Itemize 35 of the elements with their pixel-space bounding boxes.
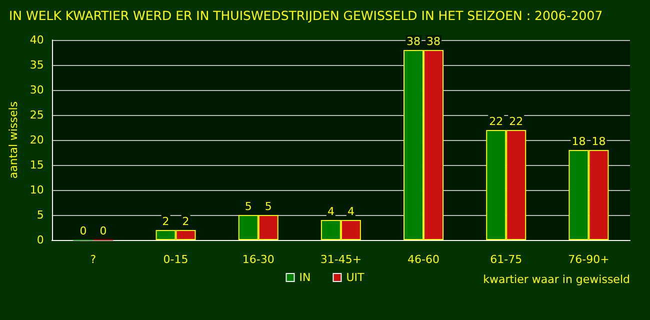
data-label: 22 xyxy=(489,115,504,128)
x-tick-label: 61-75 xyxy=(490,253,522,266)
y-tick-label: 10 xyxy=(30,184,44,196)
data-label: 5 xyxy=(264,200,272,213)
x-tick-label: 0-15 xyxy=(163,253,188,266)
chart-title: IN WELK KWARTIER WERD ER IN THUISWEDSTRIJDEN GEWISSELD IN HET SEIZOEN : 2006-2007 xyxy=(9,8,603,23)
x-axis-title: kwartier waar in gewisseld xyxy=(483,273,630,286)
data-label: 4 xyxy=(327,205,334,218)
data-label: 38 xyxy=(426,35,441,48)
y-tick-label: 0 xyxy=(36,234,44,246)
data-label: 22 xyxy=(509,115,524,128)
data-label: 38 xyxy=(406,35,421,48)
x-tick-label: 31-45+ xyxy=(320,253,362,266)
x-tick-label: 46-60 xyxy=(408,253,440,266)
data-label: 2 xyxy=(182,215,190,228)
y-tick-label: 5 xyxy=(36,208,44,222)
y-tick-label: 25 xyxy=(30,108,44,122)
data-label: 0 xyxy=(100,224,107,238)
legend-label: IN xyxy=(299,271,311,284)
data-label: 2 xyxy=(162,215,170,228)
y-tick-label: 20 xyxy=(30,134,44,146)
data-label: 0 xyxy=(80,224,87,238)
data-label: 18 xyxy=(572,135,586,148)
y-axis-title: aantal wissels xyxy=(7,101,20,179)
y-tick-label: 40 xyxy=(30,34,44,46)
x-tick-label: 76-90+ xyxy=(568,253,610,266)
data-label: 18 xyxy=(592,135,606,148)
y-tick-label: 30 xyxy=(30,84,44,96)
data-label: 4 xyxy=(347,205,354,218)
data-label: 5 xyxy=(244,200,252,213)
x-tick-label: ? xyxy=(90,253,96,266)
y-tick-label: 15 xyxy=(30,158,44,172)
legend-label: UIT xyxy=(346,271,365,284)
y-tick-label: 35 xyxy=(30,58,44,72)
x-tick-label: 16-30 xyxy=(242,253,274,266)
